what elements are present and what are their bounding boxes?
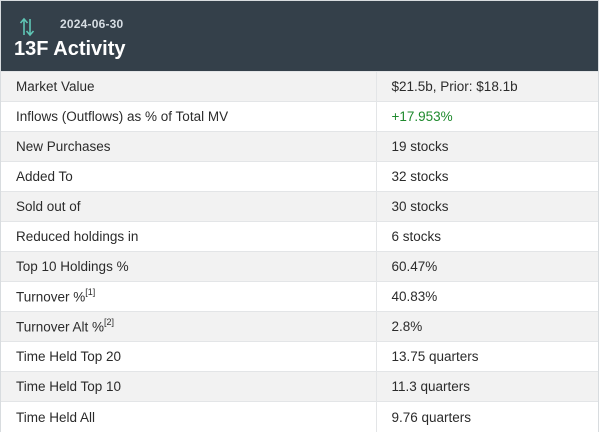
table-row: Sold out of 30 stocks <box>1 191 598 222</box>
table-row: Top 10 Holdings % 60.47% <box>1 251 598 282</box>
row-value: 40.83% <box>376 281 598 312</box>
row-value: 6 stocks <box>376 221 598 252</box>
panel-title: 13F Activity <box>14 38 126 60</box>
table-row: New Purchases 19 stocks <box>1 131 598 162</box>
row-value: 19 stocks <box>376 131 598 162</box>
panel-header: 2024-06-30 13F Activity <box>1 1 598 71</box>
footnote-link[interactable]: [2] <box>104 317 115 328</box>
row-value: 2.8% <box>376 311 598 342</box>
row-value: 9.76 quarters <box>376 401 598 432</box>
row-label: Added To <box>1 161 377 192</box>
table-row: Time Held Top 20 13.75 quarters <box>1 341 598 372</box>
table-row: Reduced holdings in 6 stocks <box>1 221 598 252</box>
activity-table: Market Value $21.5b, Prior: $18.1b Inflo… <box>1 71 598 432</box>
row-value: $21.5b, Prior: $18.1b <box>376 71 598 102</box>
row-label: Time Held Top 10 <box>1 371 377 402</box>
table-row: Turnover Alt %[2] 2.8% <box>1 311 598 342</box>
row-label-with-footnote: Turnover Alt %[2] <box>1 311 377 342</box>
table-row: Inflows (Outflows) as % of Total MV +17.… <box>1 101 598 132</box>
table-row: Added To 32 stocks <box>1 161 598 192</box>
table-row: Time Held All 9.76 quarters <box>1 401 598 432</box>
row-value: 11.3 quarters <box>376 371 598 402</box>
footnote-link[interactable]: [1] <box>85 287 96 298</box>
row-label: Sold out of <box>1 191 377 222</box>
table-row: Market Value $21.5b, Prior: $18.1b <box>1 71 598 102</box>
row-value: 30 stocks <box>376 191 598 222</box>
up-down-arrows-icon <box>19 17 35 37</box>
row-label: Inflows (Outflows) as % of Total MV <box>1 101 377 132</box>
table-row: Turnover %[1] 40.83% <box>1 281 598 312</box>
table-row: Time Held Top 10 11.3 quarters <box>1 371 598 402</box>
report-date: 2024-06-30 <box>60 17 124 31</box>
row-label: Turnover % <box>16 289 86 305</box>
row-label: Turnover Alt % <box>16 319 105 335</box>
row-value: +17.953% <box>376 101 598 132</box>
row-value: 32 stocks <box>376 161 598 192</box>
row-label: Market Value <box>1 71 377 102</box>
row-label: Time Held Top 20 <box>1 341 377 372</box>
row-label: Top 10 Holdings % <box>1 251 377 282</box>
row-value: 60.47% <box>376 251 598 282</box>
row-label-with-footnote: Turnover %[1] <box>1 281 377 312</box>
row-label: New Purchases <box>1 131 377 162</box>
row-label: Reduced holdings in <box>1 221 377 252</box>
row-label: Time Held All <box>1 401 377 432</box>
row-value: 13.75 quarters <box>376 341 598 372</box>
